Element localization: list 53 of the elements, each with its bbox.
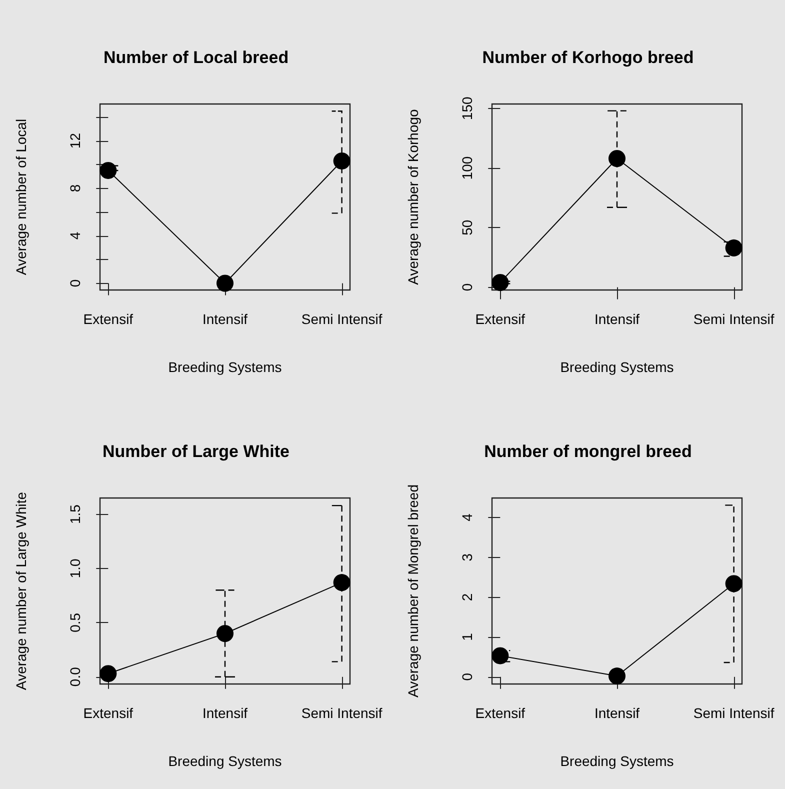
y-tick-label: 12 xyxy=(67,132,83,149)
y-tick-label: 0.0 xyxy=(67,666,83,687)
chart-title: Number of mongrel breed xyxy=(484,442,692,461)
y-axis-title: Average number of Large White xyxy=(13,492,29,690)
x-tick-label: Extensif xyxy=(83,705,134,721)
point xyxy=(216,274,234,292)
x-tick-label: Extensif xyxy=(475,705,526,721)
y-axis-title: Average number of Korhogo xyxy=(405,108,421,285)
point xyxy=(333,574,350,592)
x-tick-label: Intensif xyxy=(202,705,248,721)
chart-title: Number of Korhogo breed xyxy=(482,48,694,67)
chart-title: Number of Large White xyxy=(102,442,290,461)
chart-title: Number of Local breed xyxy=(103,48,289,67)
x-axis-title: Breeding Systems xyxy=(168,359,282,375)
point xyxy=(492,647,509,664)
y-tick-label: 3 xyxy=(459,553,475,562)
x-tick-label: Semi Intensif xyxy=(301,311,382,327)
x-axis-title: Breeding Systems xyxy=(560,753,674,769)
y-tick-label: 150 xyxy=(459,96,475,120)
point xyxy=(333,152,350,170)
y-tick-label: 0 xyxy=(459,672,475,681)
y-tick-label: 2 xyxy=(459,593,475,602)
x-tick-label: Extensif xyxy=(475,311,526,327)
point xyxy=(725,239,742,256)
y-tick-label: 1.5 xyxy=(67,504,83,524)
y-tick-label: 1.0 xyxy=(67,558,83,578)
x-axis-title: Breeding Systems xyxy=(168,753,282,769)
x-tick-label: Intensif xyxy=(202,311,248,327)
point xyxy=(100,665,117,682)
y-tick-label: 50 xyxy=(459,220,475,236)
x-tick-label: Extensif xyxy=(83,311,134,327)
x-axis-title: Breeding Systems xyxy=(560,359,674,375)
point xyxy=(492,274,509,291)
y-tick-label: 8 xyxy=(67,184,83,192)
point xyxy=(100,162,117,179)
y-axis-title: Average number of Local xyxy=(13,118,29,276)
y-tick-label: 4 xyxy=(67,232,83,240)
y-tick-label: 0 xyxy=(67,279,83,288)
x-tick-label: Semi Intensif xyxy=(301,705,382,721)
point xyxy=(608,668,626,685)
x-tick-label: Semi Intensif xyxy=(693,705,774,721)
y-tick-label: 0.5 xyxy=(67,612,83,632)
point xyxy=(725,575,742,592)
x-tick-label: Semi Intensif xyxy=(693,311,774,327)
point xyxy=(608,150,626,167)
x-tick-label: Intensif xyxy=(594,311,640,327)
y-axis-title: Average number of Mongrel breed xyxy=(405,484,421,698)
y-tick-label: 100 xyxy=(459,156,475,180)
point xyxy=(216,624,234,642)
y-tick-label: 0 xyxy=(459,283,475,292)
y-tick-label: 1 xyxy=(459,632,475,641)
y-tick-label: 4 xyxy=(459,513,475,522)
x-tick-label: Intensif xyxy=(594,705,640,721)
